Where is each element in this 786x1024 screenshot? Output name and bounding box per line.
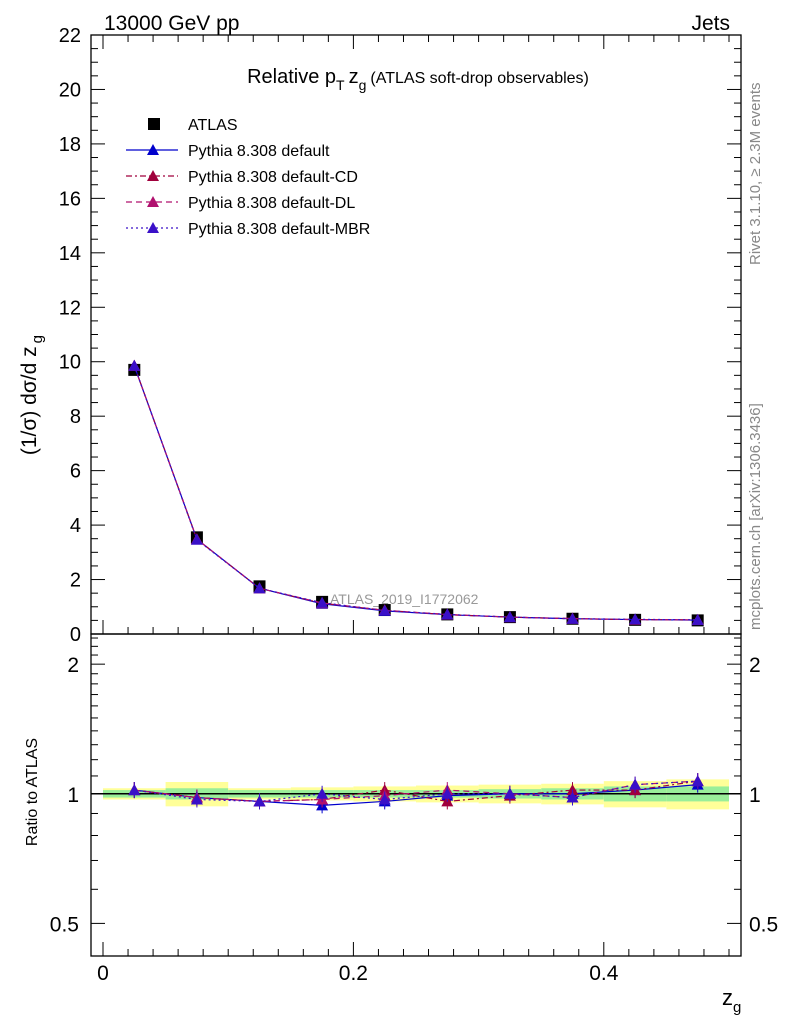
analysis-watermark: ATLAS_2019_I1772062 xyxy=(330,591,479,607)
legend-label: Pythia 8.308 default xyxy=(188,143,330,160)
main-y-axis-label: (1/σ) dσ/d zg xyxy=(18,335,46,455)
legend-item: Pythia 8.308 default xyxy=(126,143,330,160)
data-point-series-4 xyxy=(691,613,704,625)
legend-item: ATLAS xyxy=(148,117,238,134)
data-point-series-4 xyxy=(190,533,203,545)
ratio-line-3 xyxy=(134,780,698,803)
main-y-tick-label: 10 xyxy=(59,352,81,374)
main-y-tick-label: 22 xyxy=(59,25,81,47)
ratio-point-series-3 xyxy=(566,791,579,803)
legend-label: Pythia 8.308 default-DL xyxy=(188,195,355,212)
ratio-point-series-3 xyxy=(441,787,454,799)
legend-marker-triangle xyxy=(147,170,159,181)
series-line-1 xyxy=(133,365,698,621)
ratio-point-series-3 xyxy=(691,775,704,787)
main-y-tick-label: 4 xyxy=(70,515,81,537)
header-right-label: Jets xyxy=(691,12,730,35)
ratio-y-tick-label: 0.5 xyxy=(50,913,79,936)
legend-label: Pythia 8.308 default-MBR xyxy=(188,221,370,238)
main-y-tick-label: 16 xyxy=(59,188,81,210)
main-y-tick-label: 6 xyxy=(70,461,81,483)
x-axis-label: zg xyxy=(722,985,741,1016)
ratio-y-tick-label: 1 xyxy=(67,784,79,807)
data-point-series-4 xyxy=(441,608,454,620)
main-y-tick-label: 0 xyxy=(70,624,81,646)
main-y-tick-label: 20 xyxy=(59,79,81,101)
legend-label: ATLAS xyxy=(188,117,238,134)
legend-marker-triangle xyxy=(147,196,159,207)
data-point-series-4 xyxy=(378,604,391,616)
data-point-series-4 xyxy=(128,359,141,371)
data-point-series-4 xyxy=(316,596,329,608)
main-y-tick-label: 8 xyxy=(70,406,81,428)
x-tick-label: 0.2 xyxy=(339,962,368,985)
ratio-point-series-3 xyxy=(253,795,266,807)
x-tick-label: 0 xyxy=(97,962,109,985)
main-y-tick-label: 14 xyxy=(59,243,81,265)
legend-item: Pythia 8.308 default-DL xyxy=(126,195,355,212)
series-line-4 xyxy=(133,365,698,621)
ratio-point-series-3 xyxy=(629,778,642,790)
ratio-y-tick-label: 2 xyxy=(67,654,79,677)
x-tick-label: 0.4 xyxy=(589,962,619,985)
main-y-tick-label: 12 xyxy=(59,297,81,319)
ratio-y-tick-label-right: 2 xyxy=(749,654,761,677)
ratio-y-tick-label-right: 0.5 xyxy=(749,913,778,936)
ratio-plot-frame xyxy=(90,633,742,957)
ratio-y-axis-label: Ratio to ATLAS xyxy=(24,738,41,846)
legend-item: Pythia 8.308 default-MBR xyxy=(126,221,370,238)
series-line-3 xyxy=(133,365,698,621)
data-point-series-4 xyxy=(629,613,642,625)
main-title: Relative pT zg (ATLAS soft-drop observable… xyxy=(247,66,589,93)
legend-label: Pythia 8.308 default-CD xyxy=(188,169,358,186)
legend-marker-triangle xyxy=(147,144,159,155)
legend-marker-square xyxy=(148,118,160,130)
header-left-label: 13000 GeV pp xyxy=(104,12,239,35)
main-y-tick-label: 2 xyxy=(70,570,81,592)
data-point-series-4 xyxy=(253,582,266,594)
ratio-point-series-3 xyxy=(316,787,329,799)
main-y-tick-label: 18 xyxy=(59,134,81,156)
legend-marker-triangle xyxy=(147,222,159,233)
ratio-point-series-3 xyxy=(503,787,516,799)
series-line-2 xyxy=(133,365,698,621)
ratio-point-series-3 xyxy=(128,784,141,796)
legend-item: Pythia 8.308 default-CD xyxy=(126,169,358,186)
rivet-label: Rivet 3.1.10, ≥ 2.3M events xyxy=(747,83,764,266)
ratio-y-tick-label-right: 1 xyxy=(749,784,761,807)
mcplots-label: mcplots.cern.ch [arXiv:1306.3436] xyxy=(747,403,764,630)
ratio-point-series-3 xyxy=(378,793,391,805)
data-point-series-4 xyxy=(503,611,516,623)
data-point-series-4 xyxy=(566,612,579,624)
ratio-point-series-3 xyxy=(190,793,203,805)
